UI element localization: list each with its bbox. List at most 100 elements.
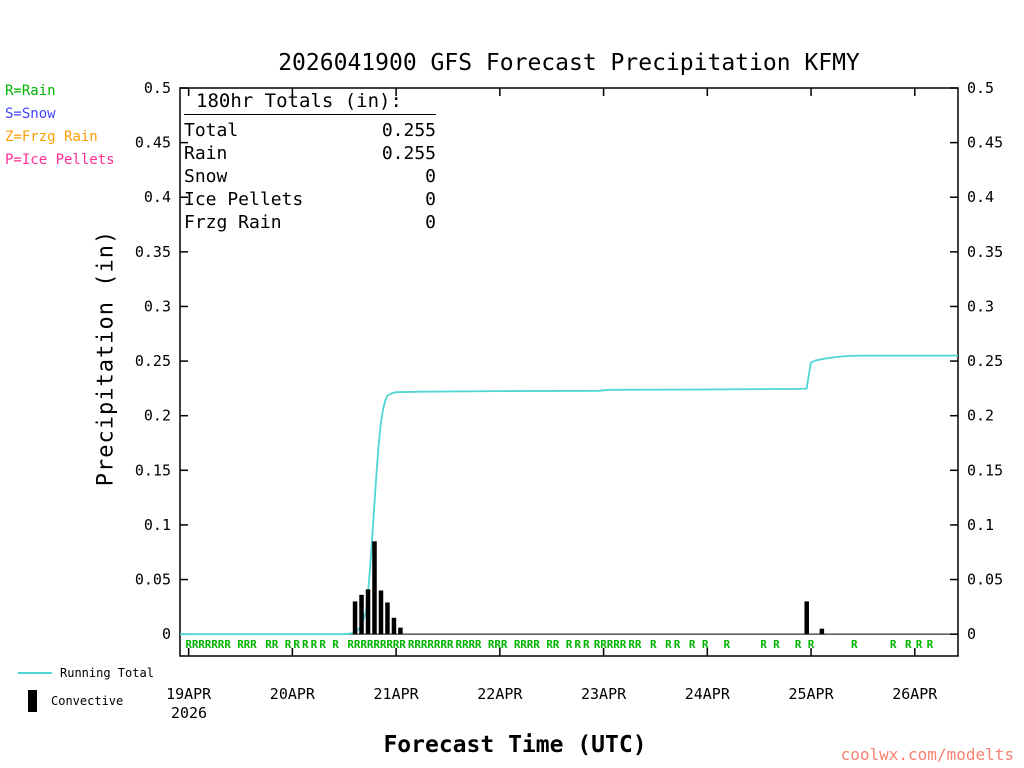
precip-type-marker-r: R: [205, 638, 212, 651]
precip-type-marker-r: R: [434, 638, 441, 651]
precip-type-marker-r: R: [380, 638, 387, 651]
precip-type-marker-r: R: [414, 638, 421, 651]
convective-bar: [804, 601, 809, 635]
precip-type-marker-r: R: [360, 638, 367, 651]
convective-bar: [359, 594, 364, 635]
precip-type-marker-r: R: [198, 638, 205, 651]
precip-type-marker-r: R: [723, 638, 730, 651]
y-tick-label-left: 0.1: [144, 516, 171, 534]
y-tick-label-right: 0.4: [967, 188, 994, 206]
y-tick-label-right: 0.05: [967, 571, 1003, 589]
precip-type-marker-r: R: [501, 638, 508, 651]
precip-type-marker-r: R: [367, 638, 374, 651]
precip-type-marker-r: R: [373, 638, 380, 651]
precip-type-marker-r: R: [613, 638, 620, 651]
precip-type-marker-r: R: [533, 638, 540, 651]
precip-type-marker-r: R: [354, 638, 361, 651]
precip-type-marker-r: R: [527, 638, 534, 651]
precip-type-marker-r: R: [650, 638, 657, 651]
y-tick-label-right: 0.3: [967, 297, 994, 315]
y-tick-label-left: 0.25: [135, 352, 171, 370]
y-tick-label-left: 0.2: [144, 407, 171, 425]
legend-rain: R=Rain: [5, 83, 56, 99]
precip-type-marker-r: R: [620, 638, 627, 651]
precip-type-marker-r: R: [347, 638, 354, 651]
precip-type-marker-r: R: [628, 638, 635, 651]
precip-type-marker-r: R: [393, 638, 400, 651]
precip-type-marker-r: R: [689, 638, 696, 651]
running-total-legend-row: Running Total: [14, 666, 154, 680]
totals-row-total: Total 0.255: [184, 119, 436, 142]
precip-type-marker-r: R: [665, 638, 672, 651]
legend-frzg-rain: Z=Frzg Rain: [5, 129, 98, 145]
precip-type-marker-r: R: [890, 638, 897, 651]
y-tick-label-right: 0.25: [967, 352, 1003, 370]
precip-type-marker-r: R: [566, 638, 573, 651]
precip-type-marker-r: R: [237, 638, 244, 651]
precip-type-marker-r: R: [488, 638, 495, 651]
x-tick-label: 20APR: [270, 685, 316, 703]
y-tick-label-right: 0.5: [967, 79, 994, 97]
precip-type-marker-r: R: [702, 638, 709, 651]
precip-type-marker-r: R: [773, 638, 780, 651]
convective-label: Convective: [51, 694, 124, 708]
totals-row-label: Total: [184, 120, 239, 141]
precip-type-marker-r: R: [250, 638, 257, 651]
y-tick-label-right: 0.1: [967, 516, 994, 534]
y-tick-label-right: 0.35: [967, 243, 1003, 261]
x-tick-label: 24APR: [685, 685, 731, 703]
precip-type-marker-r: R: [607, 638, 614, 651]
watermark-link[interactable]: coolwx.com/modelts: [840, 745, 1014, 764]
precip-type-marker-r: R: [386, 638, 393, 651]
convective-bar: [385, 602, 390, 635]
running-total-label: Running Total: [60, 666, 154, 680]
precip-type-marker-r: R: [851, 638, 858, 651]
y-tick-label-right: 0.2: [967, 407, 994, 425]
precip-type-marker-r: R: [265, 638, 272, 651]
precip-type-marker-r: R: [594, 638, 601, 651]
totals-row-label: Frzg Rain: [184, 212, 282, 233]
precip-type-legend: R=Rain S=Snow Z=Frzg Rain P=Ice Pellets: [5, 80, 115, 172]
precip-type-marker-r: R: [211, 638, 218, 651]
series-legend: Running Total Convective: [14, 666, 154, 722]
precip-type-marker-r: R: [224, 638, 231, 651]
x-axis-label: Forecast Time (UTC): [383, 732, 647, 758]
x-tick-label: 25APR: [788, 685, 834, 703]
precip-type-marker-r: R: [520, 638, 527, 651]
totals-rows: Total 0.255 Rain 0.255 Snow 0 Ice Pellets 0 Frzg…: [184, 119, 436, 234]
totals-row-snow: Snow 0: [184, 165, 436, 188]
precip-type-marker-r: R: [553, 638, 560, 651]
precip-type-marker-r: R: [408, 638, 415, 651]
precip-type-marker-r: R: [494, 638, 501, 651]
precip-type-marker-r: R: [546, 638, 553, 651]
legend-ice-pellets: P=Ice Pellets: [5, 152, 115, 168]
precip-type-marker-r: R: [272, 638, 279, 651]
precip-type-marker-r: R: [468, 638, 475, 651]
x-tick-label: 26APR: [892, 685, 938, 703]
precip-type-marker-r: R: [574, 638, 581, 651]
totals-row-ice-pellets: Ice Pellets 0: [184, 188, 436, 211]
precip-type-marker-r: R: [285, 638, 292, 651]
totals-heading: 180hr Totals (in):: [184, 90, 436, 115]
totals-row-value: 0: [425, 212, 436, 233]
precip-type-marker-r: R: [808, 638, 815, 651]
precip-type-marker-r: R: [462, 638, 469, 651]
precip-type-marker-r: R: [332, 638, 339, 651]
convective-bar: [352, 601, 358, 635]
precip-type-marker-r: R: [600, 638, 607, 651]
precip-type-marker-r: R: [293, 638, 300, 651]
precip-type-marker-r: R: [302, 638, 309, 651]
precip-type-marker-r: R: [905, 638, 912, 651]
precip-type-marker-r: R: [583, 638, 590, 651]
y-tick-label-left: 0.45: [135, 134, 171, 152]
convective-bar: [378, 590, 384, 635]
convective-bar: [391, 617, 397, 635]
precip-type-marker-r: R: [514, 638, 521, 651]
x-tick-label: 22APR: [477, 685, 523, 703]
convective-bar: [398, 627, 403, 635]
running-total-line-swatch: [18, 672, 52, 674]
precip-type-marker-r: R: [244, 638, 251, 651]
precip-type-marker-r: R: [447, 638, 454, 651]
x-tick-label: 23APR: [581, 685, 627, 703]
